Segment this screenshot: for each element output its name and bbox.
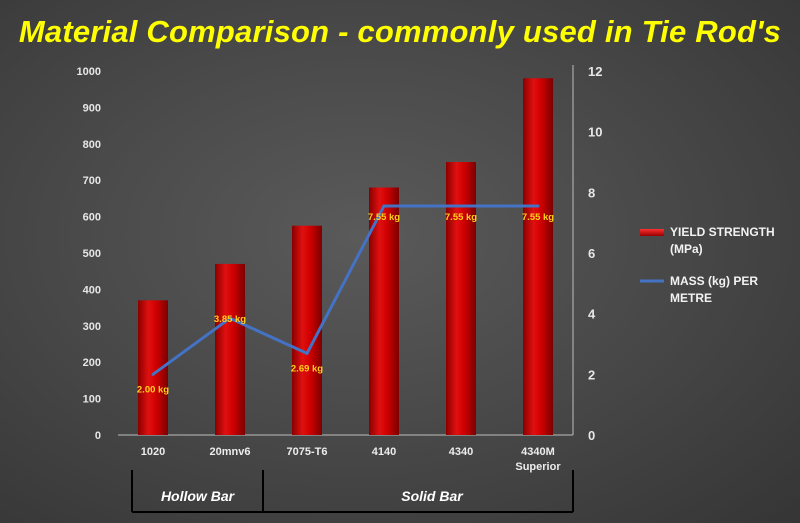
line-point [536, 204, 540, 208]
data-label: 7.55 kg [368, 212, 400, 223]
left-tick-label: 300 [83, 321, 101, 333]
left-tick-label: 900 [83, 102, 101, 114]
data-label: 7.55 kg [445, 212, 477, 223]
data-label: 2.69 kg [291, 363, 323, 374]
chart-title: Material Comparison - commonly used in T… [18, 14, 782, 49]
bar-series [138, 78, 553, 435]
legend: YIELD STRENGTH (MPa) MASS (kg) PER METRE [640, 225, 775, 305]
right-axis: 0 2 4 6 8 10 12 [572, 64, 602, 443]
left-tick-label: 100 [83, 394, 101, 406]
category-label: 4340M [521, 446, 555, 458]
right-tick-label: 12 [588, 64, 602, 79]
line-point [305, 351, 309, 355]
legend-swatch-yield [640, 229, 664, 236]
bar [369, 187, 399, 435]
line-point [382, 204, 386, 208]
left-tick-label: 500 [83, 248, 101, 260]
bar [523, 78, 553, 435]
group-label-solid-bar: Solid Bar [401, 488, 464, 504]
left-tick-label: 400 [83, 284, 101, 296]
category-label: 7075-T6 [287, 446, 328, 458]
left-tick-label: 700 [83, 175, 101, 187]
group-brackets: Hollow Bar Solid Bar [131, 470, 574, 513]
category-labels: 1020 20mnv6 7075-T6 4140 4340 4340M Superior [141, 446, 562, 473]
right-tick-label: 6 [588, 246, 595, 261]
category-label: 4140 [372, 446, 396, 458]
data-label: 3.85 kg [214, 314, 246, 325]
category-label: Superior [515, 461, 561, 473]
category-label: 20mnv6 [210, 446, 251, 458]
right-tick-label: 2 [588, 367, 595, 382]
line-point [151, 372, 155, 376]
category-label: 1020 [141, 446, 165, 458]
left-tick-label: 200 [83, 357, 101, 369]
left-tick-label: 800 [83, 139, 101, 151]
left-tick-label: 600 [83, 212, 101, 224]
right-tick-label: 4 [588, 307, 596, 322]
legend-label-mass: MASS (kg) PER [670, 274, 758, 288]
right-tick-label: 10 [588, 125, 602, 140]
group-label-hollow-bar: Hollow Bar [161, 488, 236, 504]
line-series [151, 204, 540, 376]
data-labels: 2.00 kg 3.85 kg 2.69 kg 7.55 kg 7.55 kg 7.55 … [137, 212, 554, 395]
right-tick-label: 0 [588, 428, 595, 443]
data-label: 2.00 kg [137, 384, 169, 395]
left-tick-label: 0 [95, 430, 101, 442]
line-point [228, 316, 232, 320]
bar [446, 162, 476, 435]
legend-label-yield-unit: (MPa) [670, 242, 703, 256]
legend-label-mass-unit: METRE [670, 291, 712, 305]
category-label: 4340 [449, 446, 473, 458]
left-tick-label: 1000 [77, 66, 101, 78]
bar [292, 225, 322, 435]
data-label: 7.55 kg [522, 212, 554, 223]
legend-label-yield: YIELD STRENGTH [670, 225, 775, 239]
bar [215, 263, 245, 435]
mass-line [152, 204, 538, 376]
right-tick-label: 8 [588, 185, 595, 200]
left-axis: 0 100 200 300 400 500 600 700 800 900 1000 [77, 66, 573, 442]
line-point [459, 204, 463, 208]
